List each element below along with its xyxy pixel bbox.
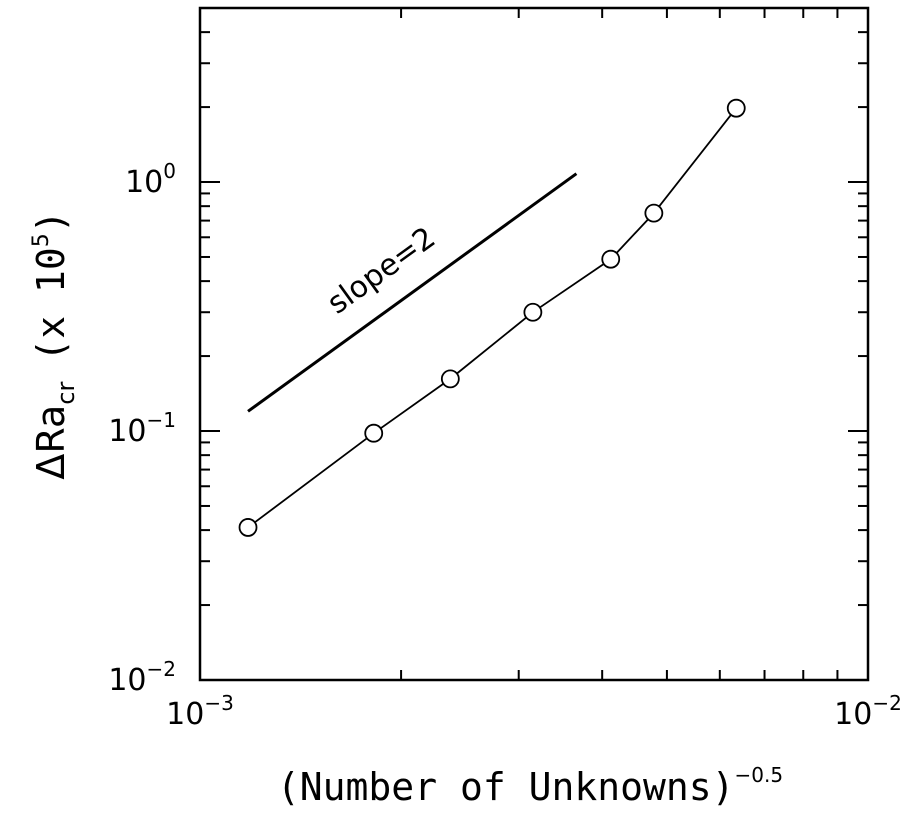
x-tick-label: 10−2 [834, 691, 902, 732]
slope-label: slope=2 [321, 220, 442, 321]
slope-reference-line [247, 172, 578, 413]
y-tick-label: 100 [125, 159, 176, 200]
x-axis-title: (Number of Unknowns)−0.5 [277, 763, 783, 809]
series-segment [658, 114, 732, 208]
data-point-marker [238, 518, 258, 537]
data-point-marker [440, 369, 460, 389]
data-point-marker [523, 302, 543, 322]
x-tick-label: 10−3 [166, 691, 234, 732]
series-segment [254, 437, 368, 524]
data-point-marker [364, 423, 384, 443]
series-segment [456, 316, 527, 375]
y-tick-label: 10−2 [108, 657, 176, 698]
y-tick-label: 10−1 [108, 408, 176, 449]
data-point-marker [644, 203, 664, 223]
plot-frame [198, 6, 870, 682]
slope-reference: slope=2 [247, 172, 578, 413]
series-segment [615, 218, 649, 254]
y-axis-title: ΔRacr(x 105) [29, 210, 80, 479]
axis-ticks [199, 7, 869, 681]
data-series [238, 98, 746, 537]
series-segment [380, 383, 444, 430]
data-point-marker [726, 98, 746, 118]
data-point-marker [601, 249, 621, 269]
series-segment [539, 263, 605, 309]
